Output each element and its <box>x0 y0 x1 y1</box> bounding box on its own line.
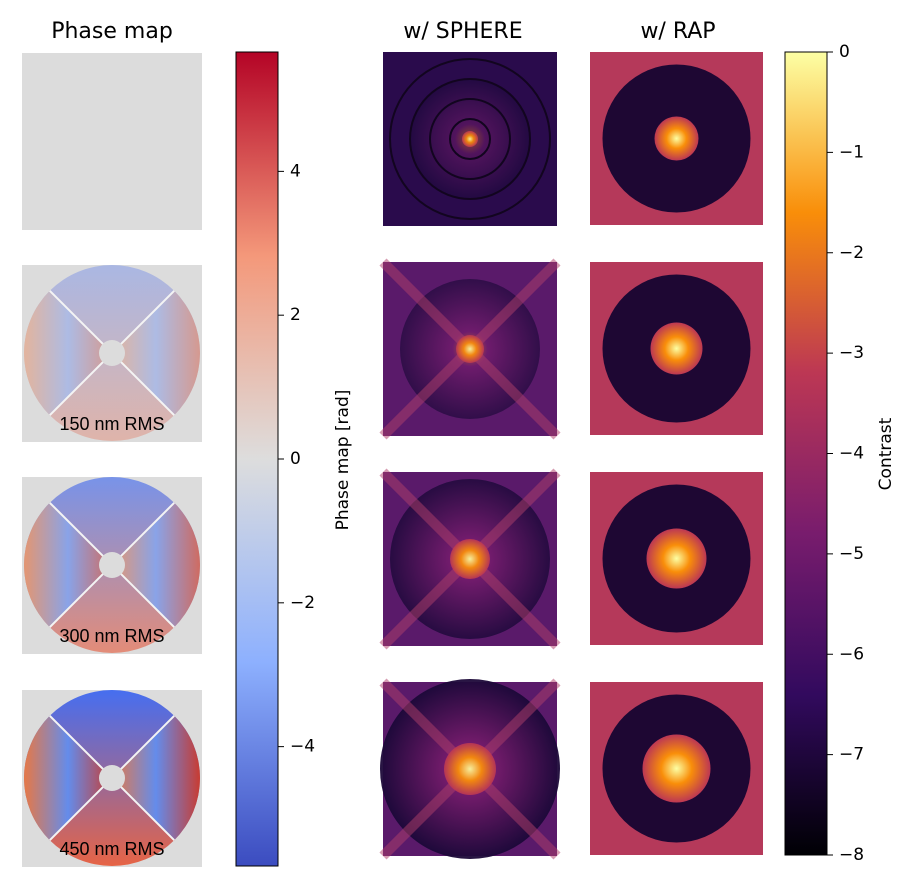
central-obstruction <box>99 340 125 366</box>
colorbar-label: Contrast <box>876 417 896 490</box>
phase-colorbar <box>235 51 279 867</box>
phase-map-wedge <box>24 290 112 416</box>
colorbar-tick-label: 4 <box>290 161 301 181</box>
psf-core <box>646 528 707 589</box>
rms-label: 450 nm RMS <box>59 839 164 859</box>
psf-core <box>650 322 703 375</box>
colorbar-tick-label: −5 <box>839 544 864 564</box>
psf-ring <box>449 118 491 160</box>
phase-map-wedge <box>24 715 113 841</box>
colorbar-tick-label: −2 <box>839 243 864 263</box>
colorbar-tick-label: 2 <box>290 305 301 325</box>
colorbar-tick-label: −3 <box>839 343 864 363</box>
phase-map-wedge <box>112 715 200 841</box>
rms-label: 150 nm RMS <box>59 414 164 434</box>
colorbar-tick-label: −1 <box>839 142 864 162</box>
psf-core <box>642 734 711 803</box>
psf-core <box>456 335 484 363</box>
colorbar-tick-label: 0 <box>839 42 850 62</box>
colorbar-tick-label: −7 <box>839 745 864 765</box>
central-obstruction <box>99 765 125 791</box>
colorbar-tick-label: −4 <box>290 737 315 757</box>
column-title: Phase map <box>51 19 173 44</box>
phase-map-background <box>22 53 202 230</box>
colorbar-tick-label: −6 <box>839 644 864 664</box>
column-title: w/ SPHERE <box>403 19 522 44</box>
colorbar-tick-label: 0 <box>290 449 301 469</box>
psf-ring <box>429 98 511 180</box>
central-obstruction <box>99 552 125 578</box>
rms-label: 300 nm RMS <box>59 626 164 646</box>
psf-core <box>654 116 699 161</box>
colorbar-tick-label: −8 <box>839 845 864 865</box>
psf-core <box>450 539 490 579</box>
psf-ring <box>389 58 551 220</box>
column-title: w/ RAP <box>640 19 715 44</box>
colorbar-label: Phase map [rad] <box>333 390 353 531</box>
colorbar-tick-label: −2 <box>290 593 315 613</box>
psf-ring <box>409 78 531 200</box>
colorbar-tick-label: −4 <box>839 444 864 464</box>
psf-core <box>462 131 478 147</box>
phase-map-wedge <box>24 502 112 628</box>
contrast-colorbar <box>784 51 828 856</box>
phase-map-wedge <box>112 502 200 628</box>
phase-map-wedge <box>112 290 200 416</box>
psf-core <box>444 743 496 795</box>
